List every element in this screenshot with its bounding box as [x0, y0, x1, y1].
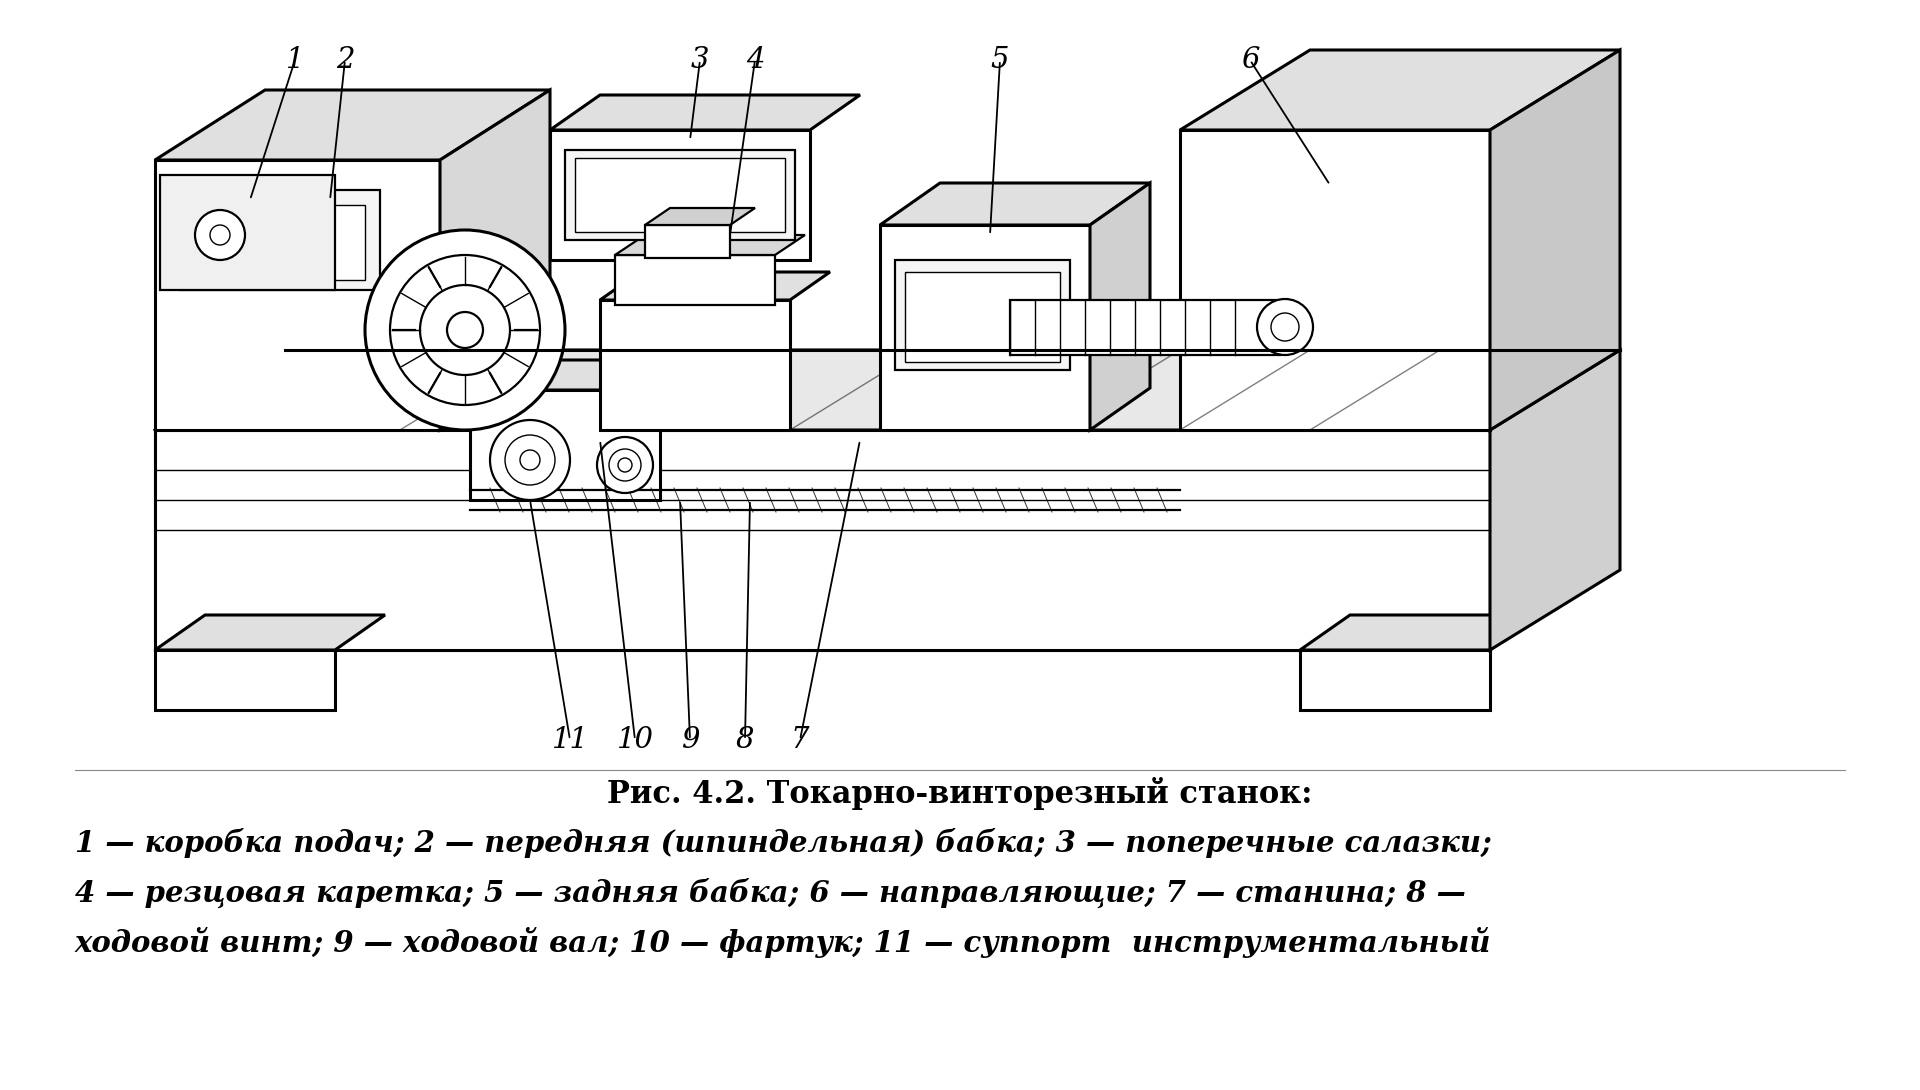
Polygon shape: [599, 272, 829, 300]
Text: Рис. 4.2. Токарно-винторезный станок:: Рис. 4.2. Токарно-винторезный станок:: [607, 776, 1313, 810]
Polygon shape: [1490, 50, 1620, 429]
Text: 4 — резцовая каретка; 5 — задняя бабка; 6 — направляющие; 7 — станина; 8 —: 4 — резцовая каретка; 5 — задняя бабка; …: [75, 877, 1465, 908]
Polygon shape: [156, 615, 386, 650]
Polygon shape: [645, 208, 755, 225]
FancyBboxPatch shape: [159, 175, 334, 290]
Polygon shape: [1300, 650, 1490, 710]
Polygon shape: [156, 90, 549, 160]
Polygon shape: [440, 90, 549, 429]
Polygon shape: [879, 225, 1091, 429]
Polygon shape: [879, 183, 1150, 225]
Circle shape: [505, 435, 555, 485]
Text: 3: 3: [691, 46, 708, 74]
FancyBboxPatch shape: [895, 261, 1069, 370]
Circle shape: [209, 225, 230, 245]
Circle shape: [490, 420, 570, 500]
Text: 7: 7: [791, 726, 808, 754]
Polygon shape: [156, 650, 334, 710]
Circle shape: [520, 450, 540, 470]
Polygon shape: [1490, 350, 1620, 650]
Text: 1: 1: [286, 46, 303, 74]
Circle shape: [390, 255, 540, 405]
Circle shape: [420, 284, 511, 375]
FancyBboxPatch shape: [1010, 300, 1281, 355]
Polygon shape: [549, 95, 860, 130]
Circle shape: [618, 458, 632, 472]
Polygon shape: [549, 130, 810, 261]
Text: 9: 9: [682, 726, 699, 754]
Polygon shape: [599, 300, 789, 429]
FancyBboxPatch shape: [574, 158, 785, 232]
Circle shape: [196, 210, 246, 261]
Polygon shape: [156, 429, 1490, 650]
Polygon shape: [1091, 183, 1150, 429]
Text: ходовой винт; 9 — ходовой вал; 10 — фартук; 11 — суппорт  инструментальный: ходовой винт; 9 — ходовой вал; 10 — фарт…: [75, 928, 1492, 958]
Circle shape: [609, 449, 641, 481]
Polygon shape: [470, 390, 660, 500]
FancyBboxPatch shape: [196, 205, 365, 280]
Polygon shape: [614, 235, 804, 255]
Text: 11: 11: [551, 726, 589, 754]
Polygon shape: [1181, 50, 1620, 130]
Polygon shape: [156, 350, 1620, 429]
Polygon shape: [1181, 130, 1490, 429]
Polygon shape: [1300, 615, 1540, 650]
Polygon shape: [470, 360, 705, 390]
Text: 4: 4: [745, 46, 764, 74]
Text: 10: 10: [616, 726, 653, 754]
Polygon shape: [645, 225, 730, 258]
Circle shape: [1258, 299, 1313, 355]
Polygon shape: [614, 255, 776, 305]
Text: 2: 2: [336, 46, 355, 74]
Text: 1 — коробка подач; 2 — передняя (шпиндельная) бабка; 3 — поперечные салазки;: 1 — коробка подач; 2 — передняя (шпиндел…: [75, 828, 1492, 858]
Polygon shape: [156, 160, 440, 429]
Text: 6: 6: [1240, 46, 1260, 74]
FancyBboxPatch shape: [180, 190, 380, 290]
FancyBboxPatch shape: [904, 272, 1060, 362]
Circle shape: [365, 230, 564, 429]
Text: 5: 5: [991, 46, 1010, 74]
FancyBboxPatch shape: [564, 150, 795, 240]
Circle shape: [1271, 313, 1300, 341]
Circle shape: [597, 437, 653, 493]
Circle shape: [447, 312, 484, 348]
Text: 8: 8: [735, 726, 755, 754]
